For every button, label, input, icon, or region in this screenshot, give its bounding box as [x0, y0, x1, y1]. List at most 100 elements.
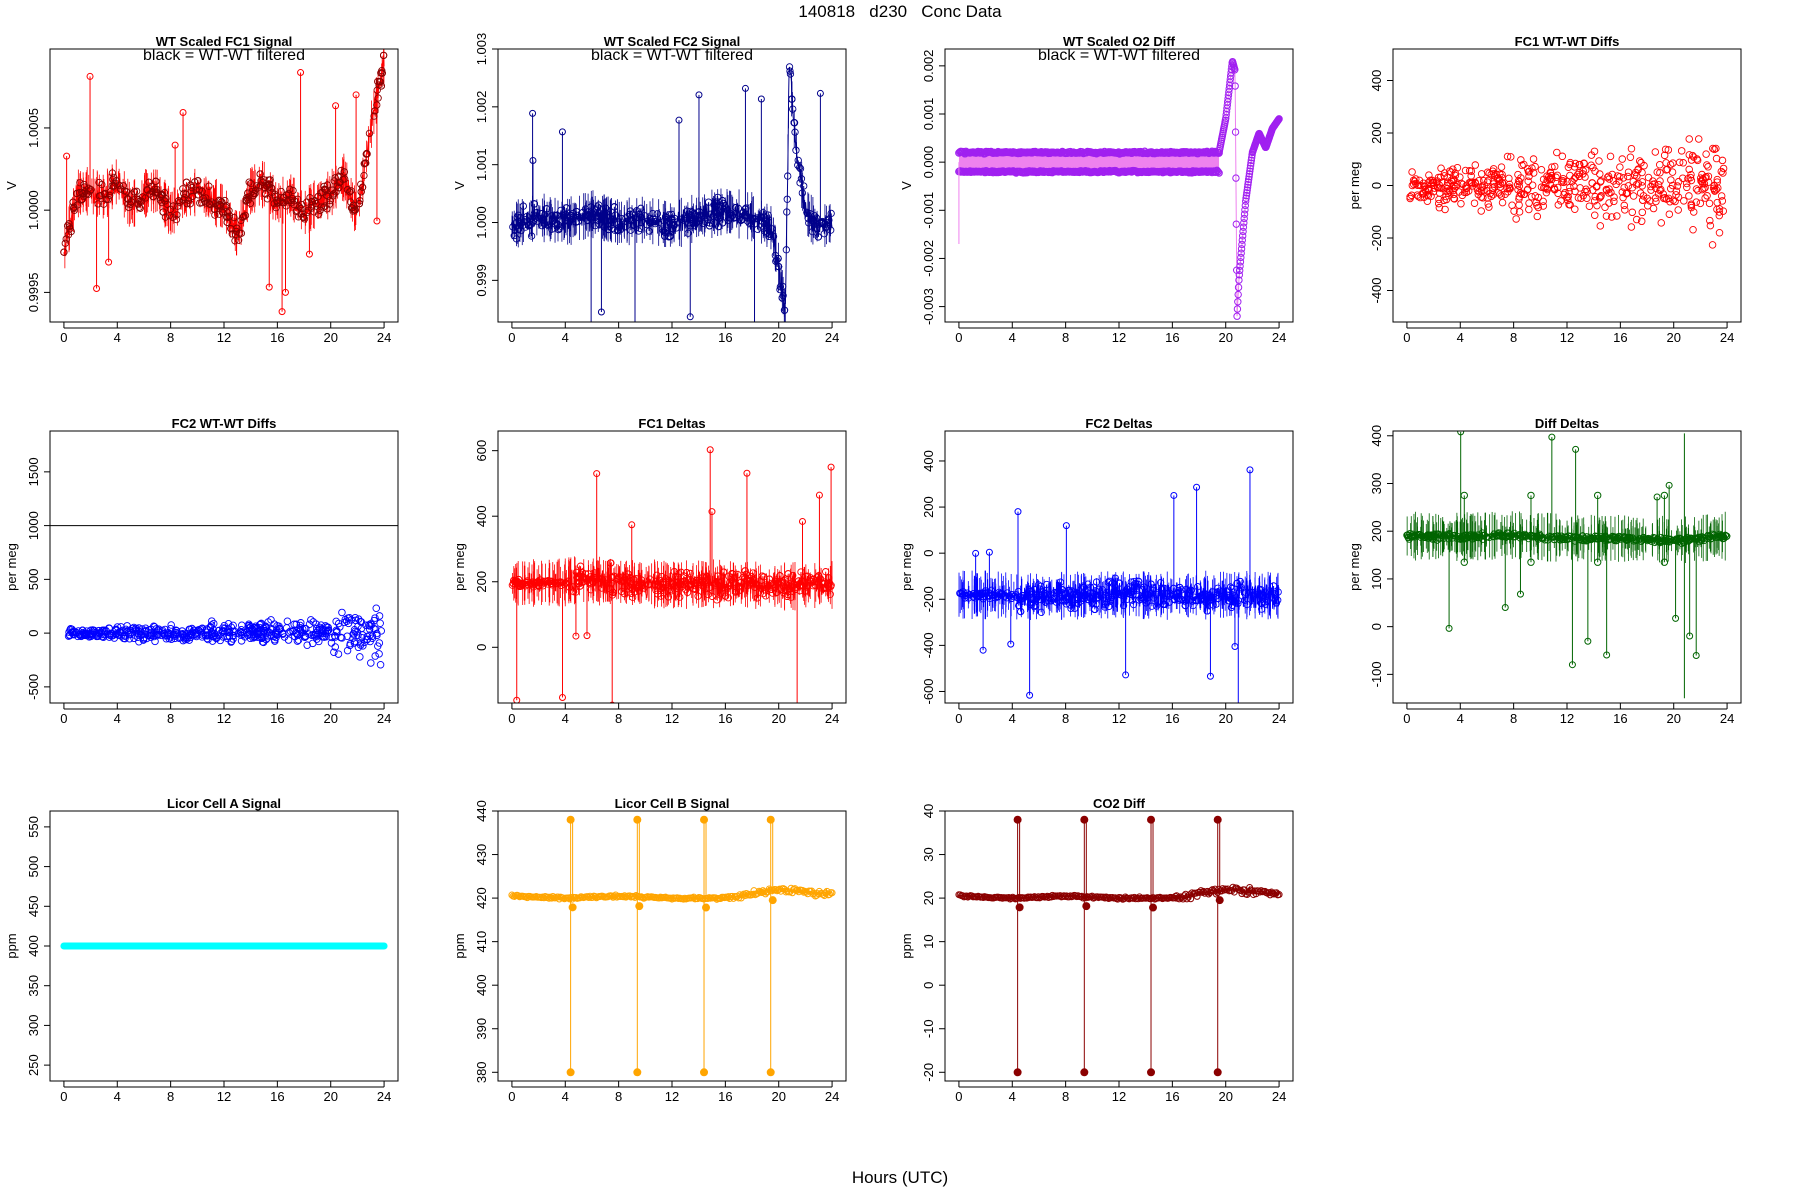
data-point	[175, 197, 183, 205]
panel-frame	[944, 430, 1294, 704]
y-tick-label: 0	[1369, 182, 1384, 189]
data-point	[1565, 200, 1573, 209]
data-point	[101, 189, 109, 198]
data-point	[712, 210, 720, 218]
data-point	[783, 208, 791, 216]
data-point	[172, 215, 181, 224]
spike-point	[675, 116, 683, 124]
data-point	[759, 209, 767, 217]
data-point	[1667, 176, 1675, 184]
data-point	[117, 632, 125, 640]
data-point	[1524, 167, 1533, 176]
y-tick-label: 0.000	[921, 146, 936, 179]
x-tick-label: 4	[1457, 330, 1464, 345]
data-point	[347, 187, 355, 195]
data-point	[1698, 185, 1706, 194]
data-point	[1713, 178, 1721, 186]
data-point	[73, 629, 81, 638]
data-point	[1677, 147, 1686, 155]
data-point	[1668, 168, 1677, 176]
data-point	[1651, 148, 1660, 156]
x-tick-label: 8	[1062, 711, 1069, 726]
data-point	[1166, 592, 1174, 600]
data-point	[1575, 168, 1584, 177]
data-point	[1243, 186, 1251, 194]
data-point	[1525, 172, 1533, 181]
x-tick-label: 12	[1112, 711, 1126, 726]
data-point	[1692, 198, 1701, 206]
data-point	[1054, 587, 1062, 596]
spike-point	[695, 91, 703, 99]
y-axis-label: per meg	[452, 543, 467, 591]
data-point	[659, 227, 667, 235]
data-point	[528, 579, 536, 587]
y-tick-label: 0.999	[474, 264, 489, 297]
data-point	[557, 581, 565, 590]
data-point	[556, 578, 565, 586]
data-point	[315, 210, 323, 218]
data-point	[1661, 194, 1669, 202]
data-point	[1685, 135, 1693, 143]
data-point	[1427, 192, 1435, 200]
data-point	[1230, 597, 1238, 605]
x-tick-label: 20	[1218, 330, 1232, 345]
data-point	[1131, 579, 1140, 587]
data-point	[166, 205, 175, 213]
data-point	[1418, 189, 1427, 198]
data-point	[277, 187, 285, 196]
data-point	[1241, 596, 1249, 604]
data-point	[363, 149, 371, 158]
data-point	[801, 587, 809, 595]
data-point	[125, 634, 134, 643]
data-point	[1652, 197, 1660, 206]
data-point	[1655, 161, 1664, 169]
data-point	[1662, 159, 1670, 167]
data-point	[1689, 226, 1697, 234]
data-point	[1181, 601, 1189, 610]
data-point	[768, 589, 777, 597]
data-point	[1421, 185, 1429, 194]
data-point	[1550, 162, 1559, 171]
data-point	[640, 212, 649, 220]
data-point	[1665, 210, 1674, 218]
data-point	[338, 608, 346, 617]
data-point	[1503, 184, 1511, 193]
data-point	[375, 612, 384, 620]
data-point	[1701, 194, 1709, 202]
data-point	[676, 593, 684, 601]
data-point	[753, 594, 762, 602]
y-tick-label: -200	[1369, 225, 1384, 251]
data-point	[1669, 159, 1677, 167]
data-point	[1461, 166, 1470, 175]
data-point	[373, 86, 381, 94]
data-point	[745, 219, 753, 227]
spike-point	[352, 91, 360, 99]
x-tick-label: 24	[1272, 711, 1286, 726]
data-point	[618, 214, 626, 223]
y-tick-label: -0.001	[921, 192, 936, 229]
data-point	[239, 213, 247, 221]
data-point	[1505, 180, 1514, 189]
data-point	[284, 189, 293, 198]
data-point	[769, 232, 778, 241]
data-point	[351, 616, 360, 625]
data-point	[592, 205, 601, 213]
data-point	[67, 227, 75, 236]
y-tick-label: 400	[474, 505, 489, 527]
data-point	[1119, 601, 1128, 610]
data-point	[236, 628, 245, 636]
data-point	[1242, 194, 1250, 202]
data-point	[788, 95, 796, 103]
data-point	[768, 225, 776, 233]
spike-point	[588, 323, 594, 329]
y-tick-label: 0	[26, 630, 41, 637]
data-point	[61, 239, 69, 247]
data-point	[562, 204, 570, 212]
spike-point	[593, 470, 601, 478]
data-point	[1450, 194, 1458, 203]
data-point	[1710, 186, 1719, 194]
y-tick-label: 200	[1369, 122, 1384, 144]
data-point	[543, 221, 552, 229]
spike-point	[979, 646, 987, 654]
data-point	[712, 202, 721, 211]
